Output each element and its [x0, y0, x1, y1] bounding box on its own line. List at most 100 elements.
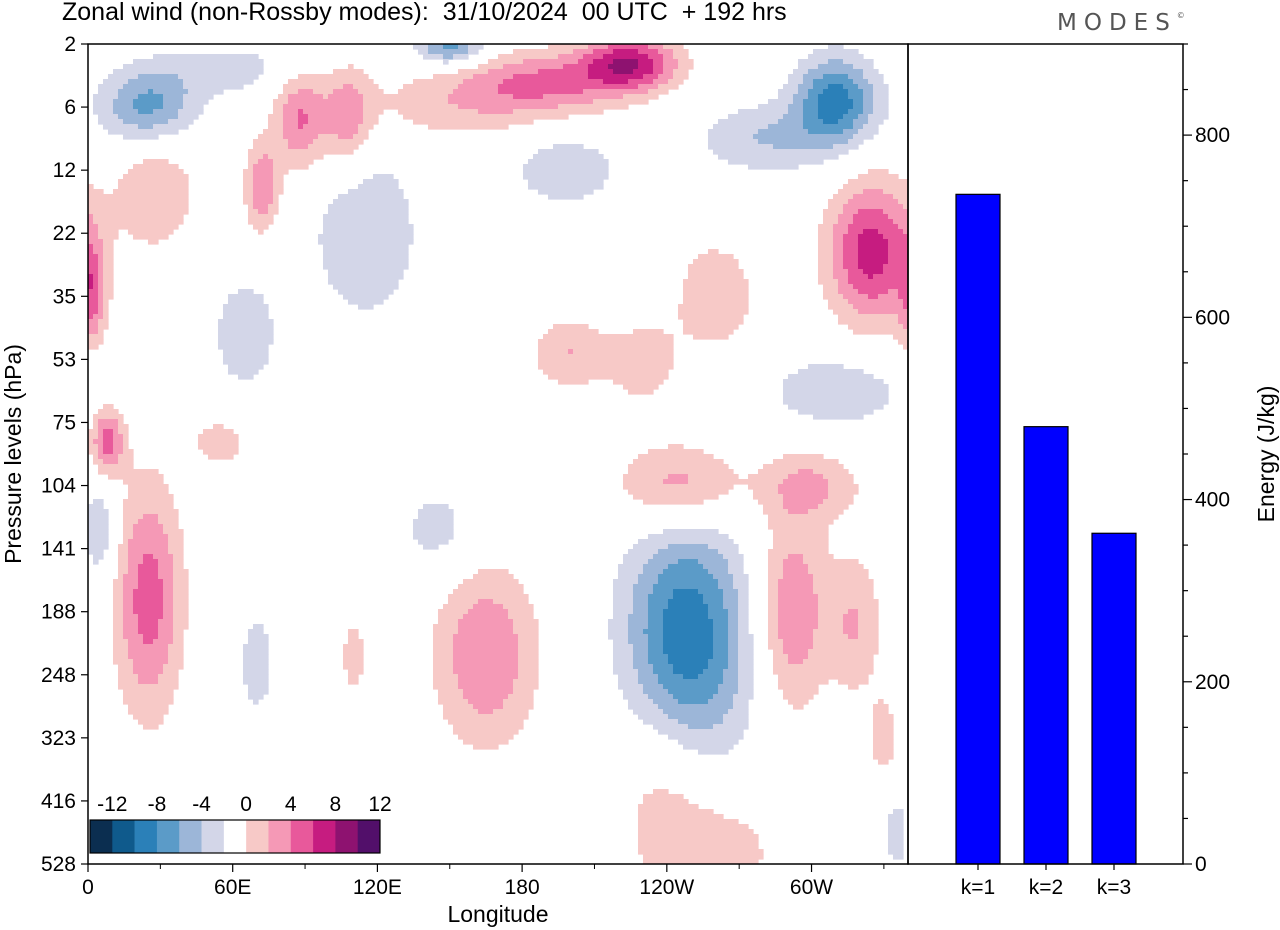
heatmap-cell [103, 444, 114, 450]
heatmap-cell [513, 109, 604, 115]
heatmap-cell [88, 239, 104, 245]
heatmap-cell [648, 624, 664, 630]
heatmap-cell [198, 439, 239, 445]
heatmap-cell [173, 604, 189, 610]
heatmap-cell [613, 49, 639, 55]
heatmap-cell [243, 199, 254, 205]
heatmap-cell [653, 584, 719, 590]
heatmap-cell [778, 634, 814, 640]
heatmap-cell [888, 839, 904, 845]
heatmap-cell [348, 679, 359, 685]
x-tick-label: 60W [790, 876, 833, 899]
heatmap-cell [813, 589, 874, 595]
heatmap-cell [123, 634, 144, 640]
y-tick-label: 323 [41, 727, 76, 750]
heatmap-cell [843, 294, 869, 300]
heatmap-cell [93, 214, 184, 220]
heatmap-cell [818, 269, 834, 275]
heatmap-cell [638, 574, 659, 580]
heatmap-cell [843, 254, 859, 260]
heatmap-cell [323, 244, 409, 250]
heatmap-cell [733, 584, 749, 590]
heatmap-cell [878, 229, 904, 235]
heatmap-cell [688, 724, 714, 730]
heatmap-cell [663, 69, 674, 75]
heatmap-cell [88, 519, 109, 525]
heatmap-cell [653, 699, 679, 705]
heatmap-cell [128, 539, 169, 545]
heatmap-cell [448, 594, 529, 600]
heatmap-cell [668, 604, 709, 610]
heatmap-cell [458, 619, 514, 625]
heatmap-cell [773, 459, 839, 465]
heatmap-cell [858, 309, 908, 315]
heatmap-cell [143, 514, 159, 520]
heatmap-cell [123, 434, 129, 440]
heatmap-cell [868, 119, 884, 125]
heatmap-cell [648, 534, 729, 540]
heatmap-cell [323, 264, 409, 270]
heatmap-cell [88, 334, 104, 340]
heatmap-cell [553, 144, 584, 150]
heatmap-cell [783, 389, 889, 395]
heatmap-cell [123, 589, 134, 595]
heatmap-cell [253, 164, 274, 170]
heatmap-cell [453, 589, 524, 595]
heatmap-cell [93, 459, 104, 465]
heatmap-cell [658, 49, 674, 55]
heatmap-cell [493, 599, 529, 605]
colorbar-label: -4 [192, 793, 211, 816]
heatmap-cell [133, 99, 164, 105]
heatmap-cell [818, 504, 849, 510]
heatmap-cell [643, 799, 689, 805]
heatmap-cell [818, 279, 839, 285]
heatmap-cell [123, 84, 184, 90]
heatmap-cell [648, 644, 664, 650]
heatmap-cell [623, 484, 734, 490]
heatmap-cell [848, 634, 859, 640]
heatmap-cell [728, 639, 739, 645]
heatmap-cell [648, 634, 664, 640]
heatmap-cell [103, 459, 119, 465]
heatmap-cell [98, 294, 104, 300]
heatmap-cell [668, 734, 744, 740]
heatmap-cell [168, 544, 184, 550]
bar-panel-frame [907, 43, 1184, 865]
heatmap-cell [883, 209, 908, 215]
heatmap-cell [788, 654, 809, 660]
heatmap-cell [833, 264, 844, 270]
heatmap-cell [773, 534, 829, 540]
heatmap-cell [398, 109, 479, 115]
heatmap-cell [463, 739, 509, 745]
heatmap-cell [103, 79, 129, 85]
heatmap-cell [363, 114, 379, 120]
heatmap-cell [153, 124, 189, 130]
heatmap-cell [873, 709, 889, 715]
heatmap-cell [113, 619, 124, 625]
bar-category-label: k=2 [1029, 876, 1063, 899]
heatmap-cell [898, 199, 908, 205]
heatmap-cell [643, 499, 704, 505]
heatmap-cell [103, 439, 114, 445]
heatmap-cell [843, 209, 859, 215]
heatmap-cell [163, 99, 184, 105]
heatmap-cell [783, 399, 889, 405]
heatmap-cell [813, 574, 869, 580]
heatmap-cell [768, 629, 779, 635]
heatmap-cell [653, 664, 674, 670]
heatmap-cell [798, 59, 829, 65]
heatmap-cell [133, 664, 164, 670]
heatmap-cell [703, 669, 724, 675]
heatmap-cell [443, 59, 449, 65]
heatmap-cell [738, 679, 754, 685]
heatmap-cell [138, 94, 164, 100]
heatmap-cell [648, 649, 664, 655]
heatmap-cell [163, 579, 174, 585]
heatmap-cell [843, 264, 859, 270]
heatmap-cell [633, 69, 654, 75]
heatmap-cell [343, 659, 364, 665]
heatmap-cell [98, 409, 119, 415]
heatmap-cell [758, 104, 789, 110]
heatmap-cell [118, 419, 124, 425]
heatmap-cell [708, 609, 729, 615]
